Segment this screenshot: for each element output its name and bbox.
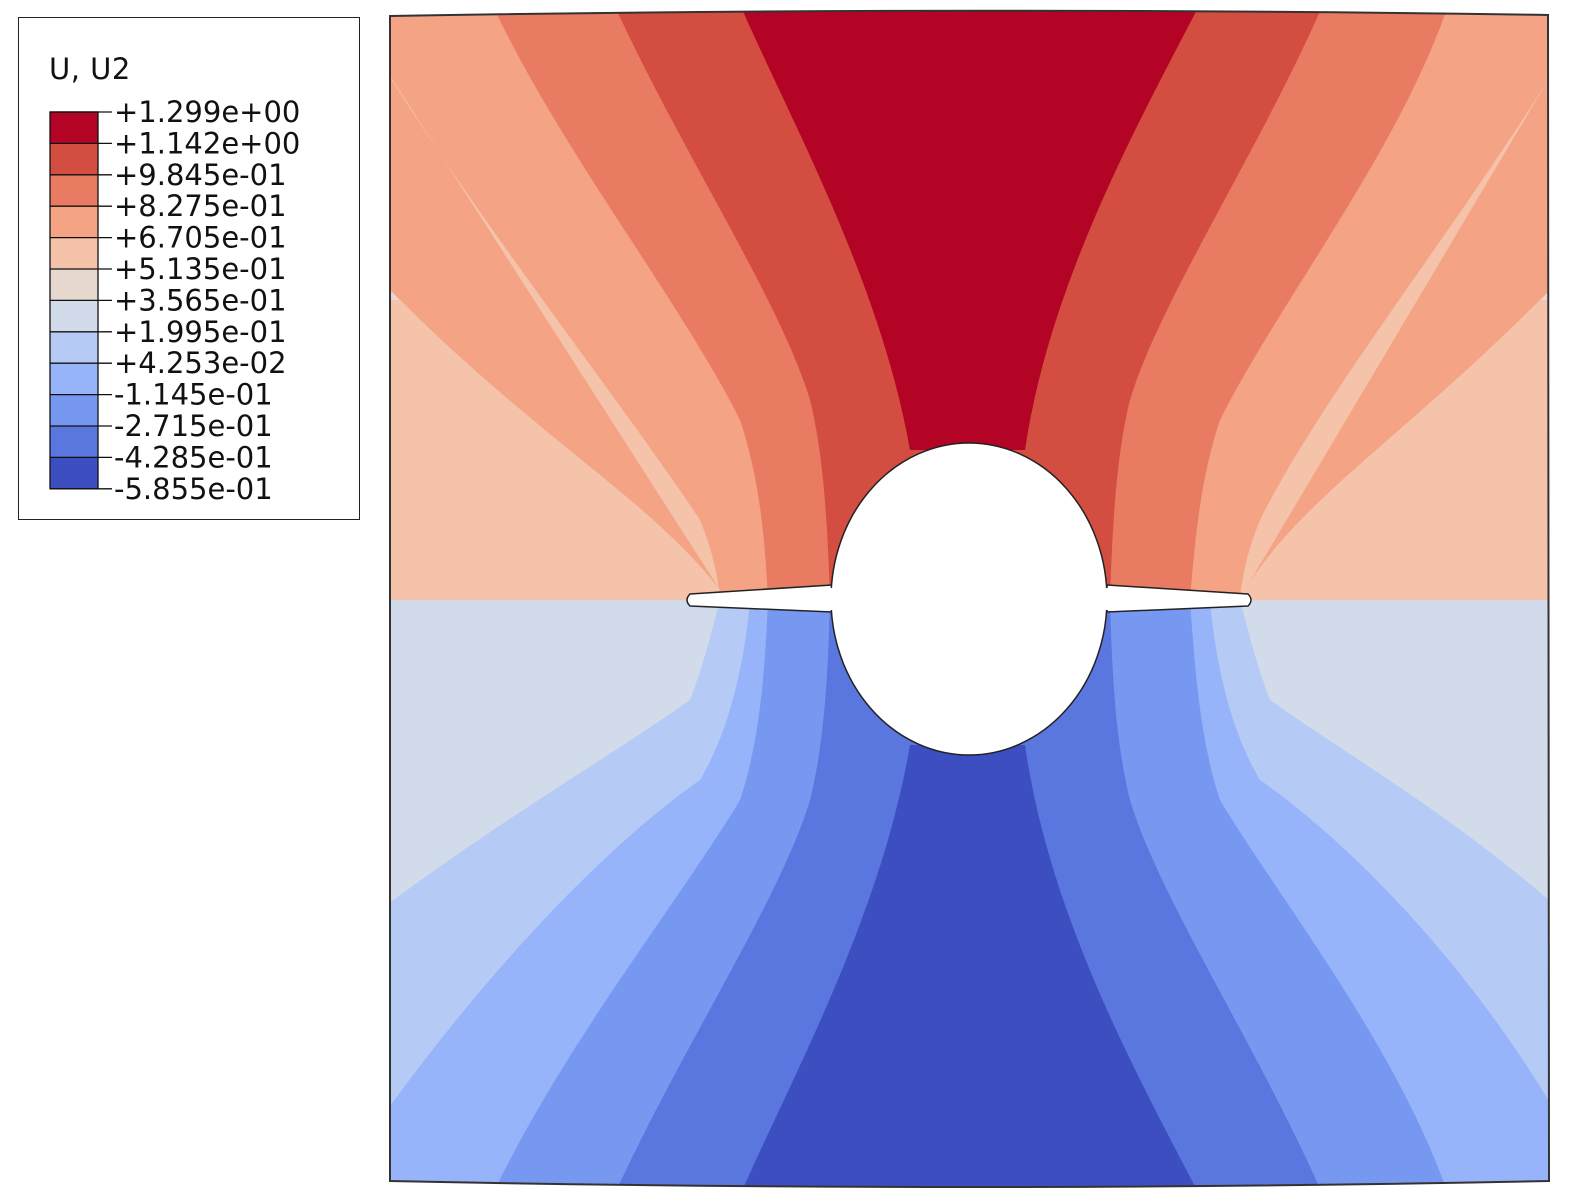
legend-level-label: -2.715e-01 bbox=[114, 409, 273, 443]
plate-outline bbox=[389, 9, 1551, 1188]
legend-level-label: -1.145e-01 bbox=[114, 378, 273, 412]
contour-legend: U, U2 +1.299e+00 +1.142e+00 +9.845e-01 +8.2… bbox=[18, 17, 360, 520]
legend-level-label: +5.135e-01 bbox=[114, 252, 287, 286]
legend-level-label: +1.995e-01 bbox=[114, 315, 287, 349]
right-crack bbox=[1106, 584, 1252, 613]
legend-swatch bbox=[50, 269, 98, 301]
legend-level-label: -4.285e-01 bbox=[114, 440, 273, 474]
legend-swatch bbox=[50, 143, 98, 175]
legend-level-label: -5.855e-01 bbox=[114, 472, 273, 506]
legend-scale-frame bbox=[49, 111, 99, 490]
legend-level-label: +1.142e+00 bbox=[114, 126, 300, 160]
legend-level-label: +6.705e-01 bbox=[114, 221, 287, 255]
legend-level-label: +9.845e-01 bbox=[114, 158, 287, 192]
legend-swatch bbox=[50, 237, 98, 269]
legend-swatch bbox=[50, 457, 98, 489]
central-hole bbox=[830, 442, 1108, 756]
contour-bands bbox=[390, 10, 1549, 1188]
legend-color-scale: +1.299e+00+1.142e+00+9.845e-01+8.275e-01… bbox=[49, 95, 300, 506]
legend-swatch bbox=[50, 174, 98, 207]
legend-swatch bbox=[50, 363, 98, 395]
hole-with-cracks bbox=[686, 442, 1252, 756]
band-lower-m5855 bbox=[738, 745, 1202, 1188]
legend-swatch bbox=[50, 300, 98, 332]
legend-swatch bbox=[50, 206, 98, 238]
legend-swatch bbox=[50, 394, 98, 426]
legend-swatch bbox=[50, 112, 98, 144]
legend-level-label: +4.253e-02 bbox=[114, 346, 287, 380]
legend-title: U, U2 bbox=[49, 52, 131, 86]
legend-swatch bbox=[50, 426, 98, 458]
left-crack bbox=[686, 584, 833, 613]
legend-level-label: +1.299e+00 bbox=[114, 95, 300, 129]
band-upper-1299 bbox=[738, 10, 1202, 450]
band-upper-6705-right bbox=[1240, 60, 1549, 600]
legend-level-label: +8.275e-01 bbox=[114, 189, 287, 223]
band-upper-6705-left bbox=[390, 60, 720, 600]
legend-level-label: +3.565e-01 bbox=[114, 283, 287, 317]
legend-swatch bbox=[50, 331, 98, 364]
